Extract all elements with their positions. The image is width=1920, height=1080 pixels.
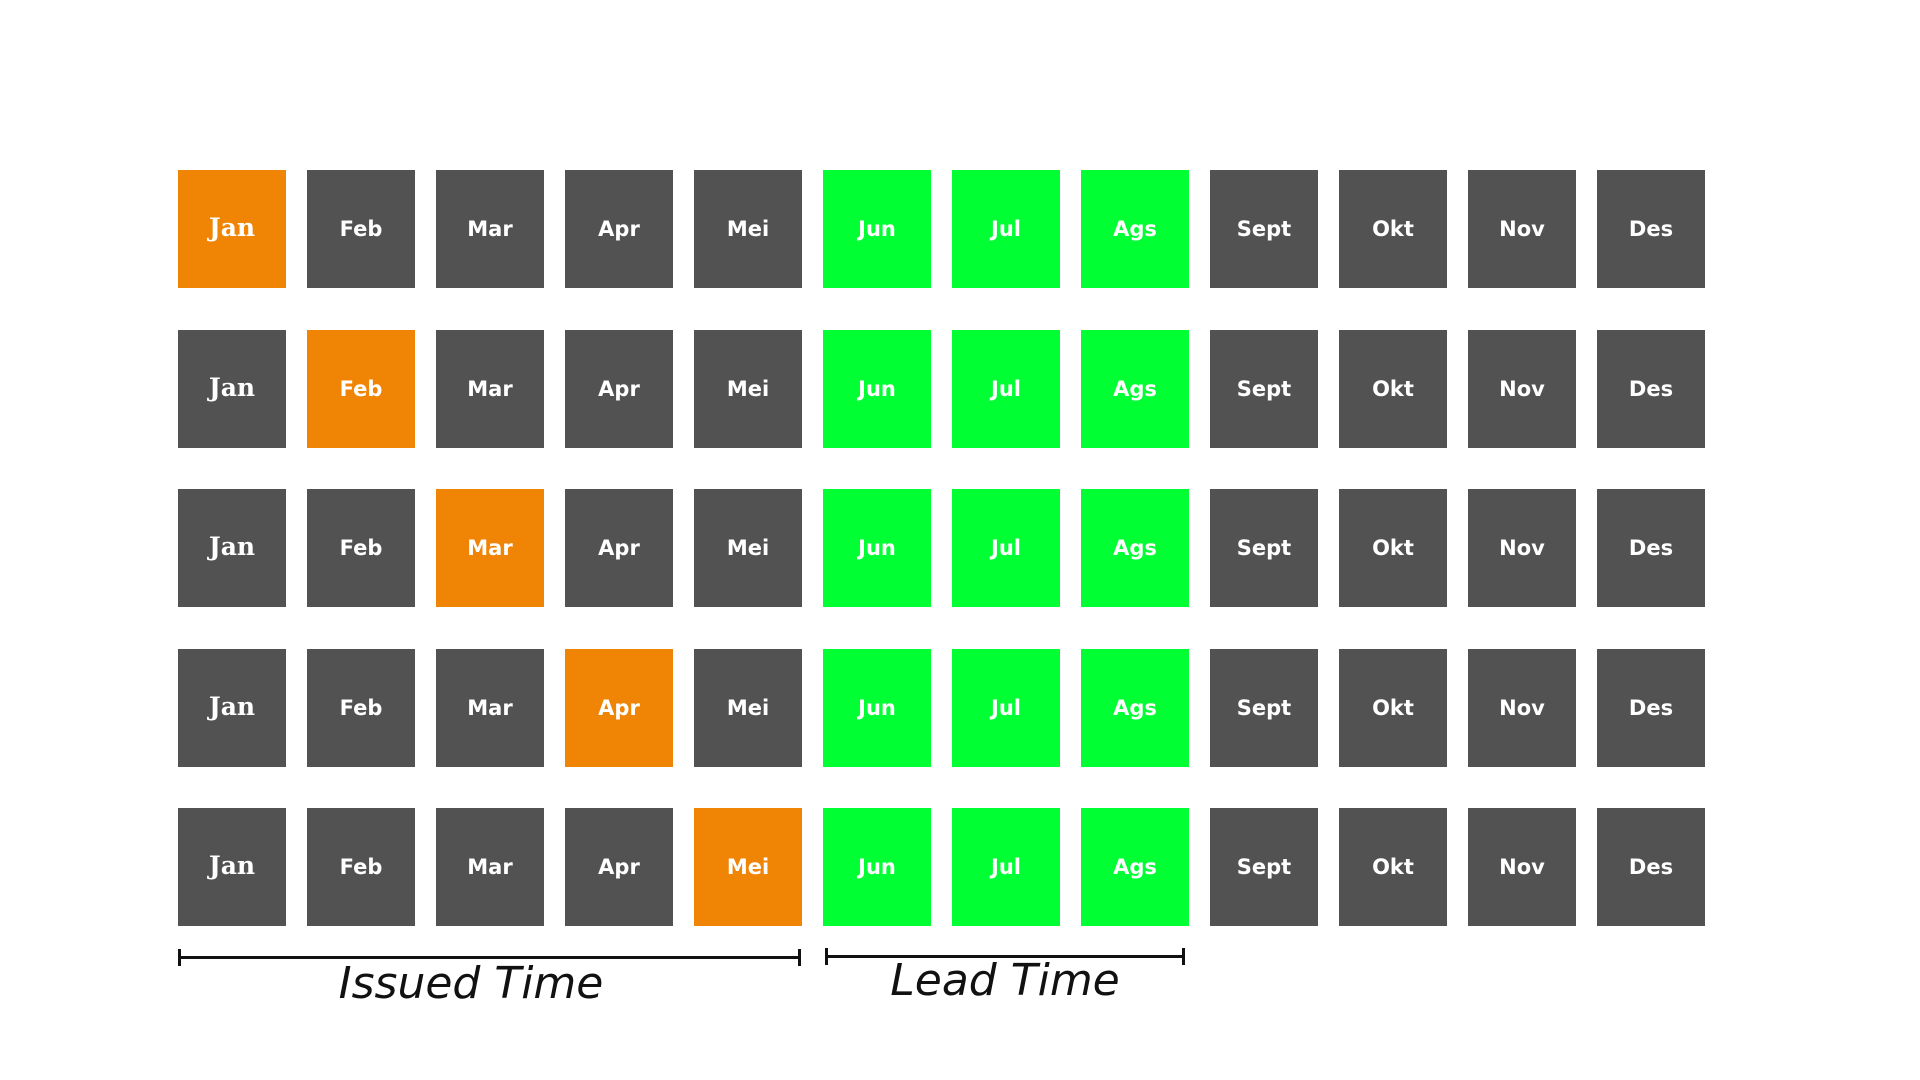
month-cell-des: Des [1597, 330, 1705, 448]
month-cell-ags: Ags [1081, 649, 1189, 767]
issued-time-bracket [178, 949, 801, 966]
month-cell-jun: Jun [823, 170, 931, 288]
month-cell-mei: Mei [694, 170, 802, 288]
month-cell-apr: Apr [565, 170, 673, 288]
month-cell-jun: Jun [823, 808, 931, 926]
month-cell-mar: Mar [436, 808, 544, 926]
month-cell-des: Des [1597, 649, 1705, 767]
month-cell-ags: Ags [1081, 330, 1189, 448]
month-cell-des: Des [1597, 489, 1705, 607]
month-cell-des: Des [1597, 808, 1705, 926]
month-cell-mei: Mei [694, 330, 802, 448]
month-cell-mar: Mar [436, 170, 544, 288]
month-cell-okt: Okt [1339, 489, 1447, 607]
month-cell-mei: Mei [694, 489, 802, 607]
month-cell-feb: Feb [307, 649, 415, 767]
lead-time-bracket [825, 948, 1185, 965]
month-cell-okt: Okt [1339, 808, 1447, 926]
month-cell-jul: Jul [952, 649, 1060, 767]
month-cell-sept: Sept [1210, 649, 1318, 767]
month-cell-ags: Ags [1081, 170, 1189, 288]
month-cell-des: Des [1597, 170, 1705, 288]
lead-time-label: Lead Time [890, 955, 1120, 1006]
month-cell-jul: Jul [952, 808, 1060, 926]
month-cell-nov: Nov [1468, 808, 1576, 926]
month-cell-jun: Jun [823, 330, 931, 448]
month-cell-nov: Nov [1468, 649, 1576, 767]
month-cell-apr: Apr [565, 808, 673, 926]
month-cell-jan: Jan [178, 489, 286, 607]
month-cell-apr: Apr [565, 649, 673, 767]
month-cell-jun: Jun [823, 489, 931, 607]
month-cell-sept: Sept [1210, 170, 1318, 288]
month-cell-mar: Mar [436, 649, 544, 767]
month-cell-mei: Mei [694, 808, 802, 926]
month-cell-feb: Feb [307, 330, 415, 448]
month-cell-feb: Feb [307, 170, 415, 288]
issued-time-label: Issued Time [338, 958, 604, 1009]
month-cell-mei: Mei [694, 649, 802, 767]
month-cell-jul: Jul [952, 170, 1060, 288]
month-cell-apr: Apr [565, 330, 673, 448]
month-cell-nov: Nov [1468, 170, 1576, 288]
month-cell-jan: Jan [178, 330, 286, 448]
month-cell-jan: Jan [178, 808, 286, 926]
month-cell-mar: Mar [436, 330, 544, 448]
month-cell-sept: Sept [1210, 330, 1318, 448]
month-cell-ags: Ags [1081, 489, 1189, 607]
month-cell-jul: Jul [952, 330, 1060, 448]
month-cell-jul: Jul [952, 489, 1060, 607]
month-cell-okt: Okt [1339, 330, 1447, 448]
month-cell-sept: Sept [1210, 808, 1318, 926]
month-cell-okt: Okt [1339, 170, 1447, 288]
month-cell-jan: Jan [178, 170, 286, 288]
month-cell-ags: Ags [1081, 808, 1189, 926]
month-cell-feb: Feb [307, 808, 415, 926]
month-cell-okt: Okt [1339, 649, 1447, 767]
month-cell-feb: Feb [307, 489, 415, 607]
month-cell-nov: Nov [1468, 330, 1576, 448]
month-cell-jun: Jun [823, 649, 931, 767]
month-cell-sept: Sept [1210, 489, 1318, 607]
month-cell-apr: Apr [565, 489, 673, 607]
month-cell-mar: Mar [436, 489, 544, 607]
month-cell-jan: Jan [178, 649, 286, 767]
month-cell-nov: Nov [1468, 489, 1576, 607]
